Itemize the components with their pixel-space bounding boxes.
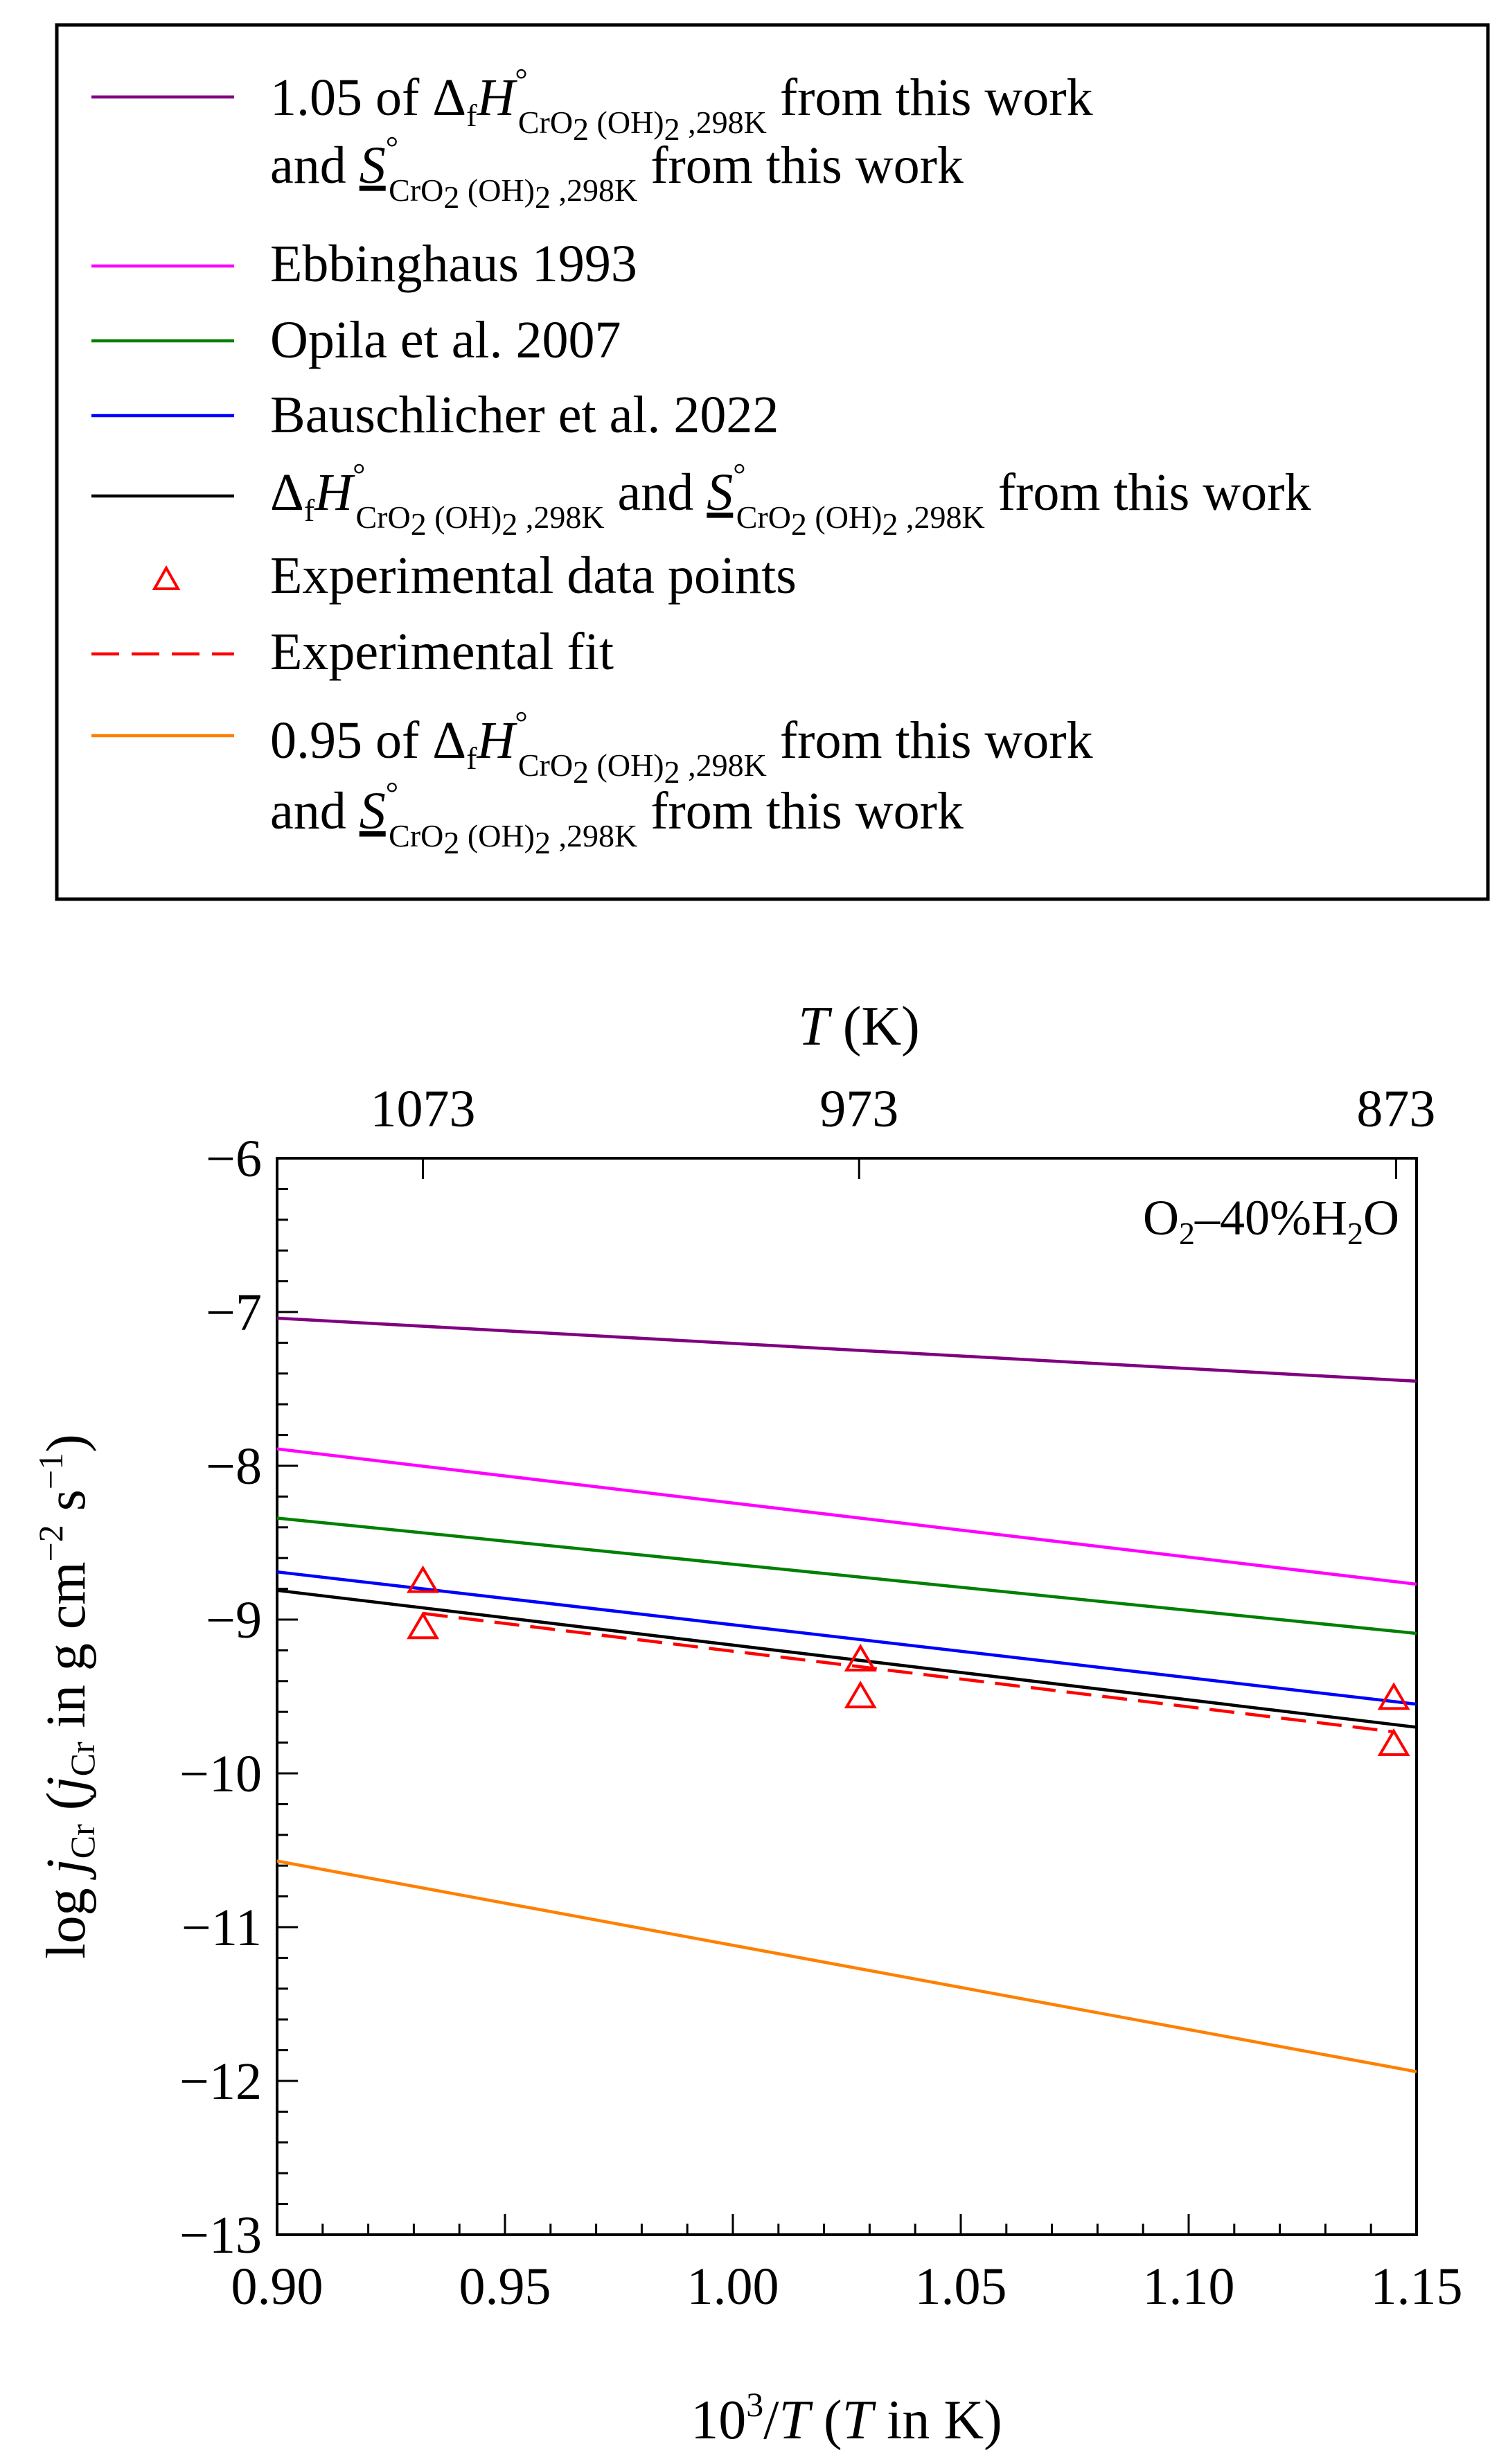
y-tick-label: −6 <box>206 1130 262 1188</box>
plot-frame <box>276 1157 1418 2236</box>
legend-label-orange-line1: 0.95 of ΔfH° CrO2 (OH)2 ,298K from this w… <box>270 704 1093 790</box>
legend-label-ebbinghaus: Ebbinghaus 1993 <box>270 235 637 293</box>
data-point-marker <box>1377 1682 1410 1710</box>
y-tick-label: −10 <box>179 1745 262 1803</box>
data-point-marker <box>844 1643 877 1672</box>
legend-entry-bauschlicher: Bauschlicher et al. 2022 <box>91 386 779 444</box>
x-axis-title: 103/T (T in K) <box>691 2385 1002 2451</box>
series-line-3 <box>276 1570 1417 1706</box>
x-ticks: 0.90 0.95 1.00 1.05 1.10 1.15 <box>231 2214 1463 2316</box>
legend: 1.05 of ΔfH° CrO2 (OH)2 ,298K from this w… <box>55 23 1490 901</box>
legend-label-points: Experimental data points <box>270 547 797 605</box>
legend-entry-this-work: ΔfH° CrO2 (OH)2 ,298K and S° CrO2 (OH)2 ,2… <box>91 457 1311 542</box>
legend-label-purple-line2: and S° CrO2 (OH)2 ,298K from this work <box>270 130 964 215</box>
x-tick-label: 1.15 <box>1371 2258 1463 2316</box>
top-tick-label: 973 <box>819 1080 898 1138</box>
atmosphere-annotation: O2–40%H2O <box>1143 1190 1399 1251</box>
legend-entry-points: Experimental data points <box>152 547 797 605</box>
top-tick-label: 873 <box>1356 1080 1435 1138</box>
y-tick-label: −11 <box>181 1899 262 1957</box>
legend-label-bauschlicher: Bauschlicher et al. 2022 <box>270 386 779 444</box>
series-line-6 <box>276 1859 1417 2073</box>
y-axis-title: log jCr (jCr in g cm−2 s−1) <box>31 1434 102 1959</box>
x-tick-label: 0.90 <box>231 2258 323 2316</box>
data-point-marker <box>1377 1728 1410 1756</box>
legend-entry-ebbinghaus: Ebbinghaus 1993 <box>91 235 637 293</box>
y-ticks: −13 −12 −11 −10 −9 −8 −7 −6 <box>179 1130 298 2264</box>
x-tick-label: 1.10 <box>1143 2258 1235 2316</box>
data-point-marker <box>407 1611 440 1640</box>
legend-label-orange-line2: and S° CrO2 (OH)2 ,298K from this work <box>270 775 964 860</box>
series-line-1 <box>276 1447 1417 1586</box>
legend-label-opila: Opila et al. 2007 <box>270 311 621 369</box>
legend-entry-opila: Opila et al. 2007 <box>91 311 621 369</box>
series-line-2 <box>276 1516 1417 1636</box>
series-line-5 <box>423 1611 1394 1734</box>
legend-entry-purple: 1.05 of ΔfH° CrO2 (OH)2 ,298K from this w… <box>91 62 1093 215</box>
y-tick-label: −13 <box>179 2206 262 2264</box>
data-point-marker <box>407 1565 440 1593</box>
top-ticks: 1073 973 873 <box>371 1080 1435 1179</box>
y-tick-label: −7 <box>206 1284 262 1342</box>
x-tick-label: 1.00 <box>687 2258 779 2316</box>
legend-frame <box>55 23 1490 901</box>
legend-label-fit: Experimental fit <box>270 623 614 681</box>
top-tick-label: 1073 <box>371 1080 476 1138</box>
legend-entry-fit: Experimental fit <box>91 623 614 681</box>
legend-label-purple-line1: 1.05 of ΔfH° CrO2 (OH)2 ,298K from this w… <box>270 62 1093 147</box>
legend-label-this-work: ΔfH° CrO2 (OH)2 ,298K and S° CrO2 (OH)2 ,2… <box>270 457 1311 542</box>
x-tick-label: 0.95 <box>459 2258 551 2316</box>
data-point-marker <box>844 1681 877 1709</box>
y-tick-label: −12 <box>179 2053 262 2111</box>
series-line-4 <box>276 1588 1417 1729</box>
plot: 0.90 0.95 1.00 1.05 1.10 1.15 −13−12−11−10−9−… <box>31 996 1463 2451</box>
series-lines <box>276 1316 1417 2073</box>
y-tick-label: −9 <box>206 1591 262 1649</box>
data-points <box>407 1565 1410 1756</box>
x-tick-label: 1.05 <box>915 2258 1007 2316</box>
y-tick-label: −8 <box>206 1437 262 1496</box>
legend-swatch-points <box>152 565 181 590</box>
series-line-0 <box>276 1316 1417 1383</box>
legend-entry-orange: 0.95 of ΔfH° CrO2 (OH)2 ,298K from this w… <box>91 704 1093 860</box>
top-axis-title: T (K) <box>798 996 920 1057</box>
